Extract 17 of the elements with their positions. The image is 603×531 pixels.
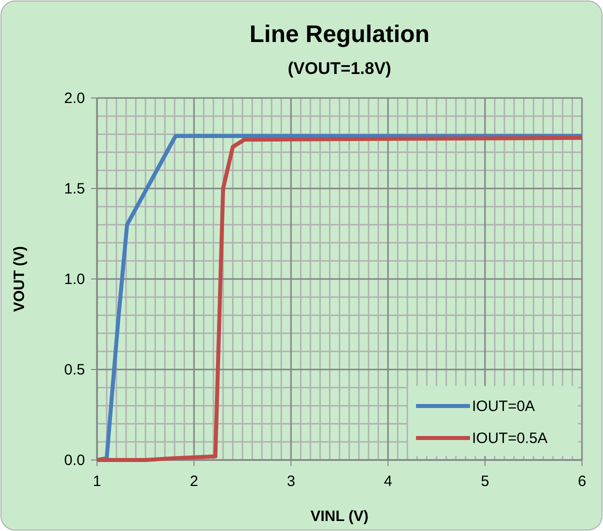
y-tick-label: 1.5 [64, 180, 85, 198]
x-tick-label: 5 [480, 473, 490, 490]
y-tick-label: 0.5 [64, 362, 85, 378]
y-tick-label: 2.0 [64, 90, 85, 107]
x-tick-label: 6 [578, 473, 586, 490]
x-tick-label: 1 [92, 473, 102, 490]
y-tick-label: 0.0 [64, 452, 85, 469]
x-tick-label: 2 [190, 473, 198, 490]
x-axis-title: VINL (V) [310, 508, 369, 525]
legend-label: IOUT=0A [472, 398, 535, 415]
y-tick-label: 1.0 [64, 271, 85, 288]
x-tick-label: 3 [286, 473, 296, 490]
y-axis-title: VOUT (V) [11, 246, 28, 312]
x-tick-label: 4 [384, 473, 392, 490]
chart-subtitle: (VOUT=1.8V) [288, 59, 392, 78]
chart-title: Line Regulation [250, 21, 430, 48]
legend-label: IOUT=0.5A [472, 430, 548, 447]
